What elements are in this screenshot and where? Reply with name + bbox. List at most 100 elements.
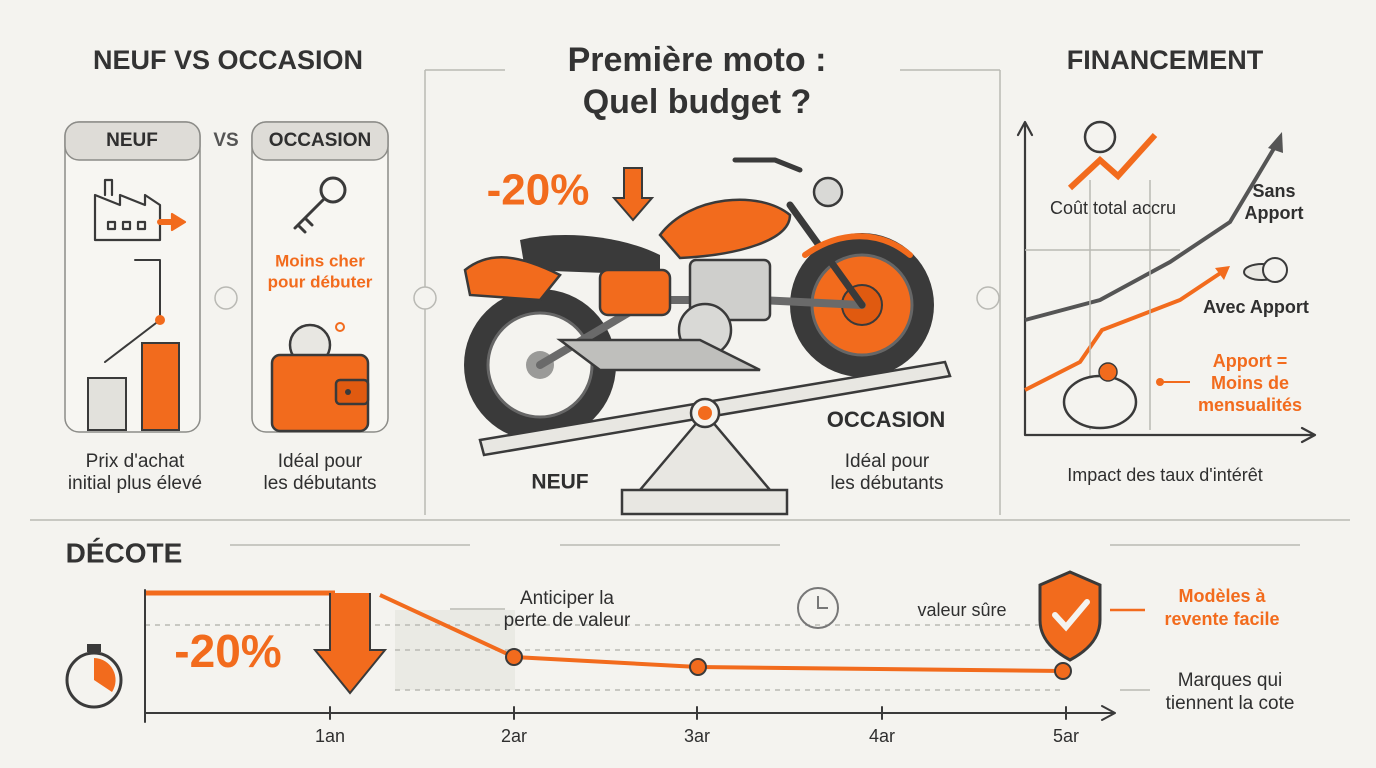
motorcycle-part bbox=[732, 157, 803, 173]
depreciation-curve-part bbox=[144, 589, 1116, 723]
financing-graph-part bbox=[1156, 378, 1164, 386]
annotation: revente facile bbox=[1164, 609, 1279, 629]
annotation: perte de valeur bbox=[504, 610, 631, 631]
depreciation-curve-part bbox=[450, 608, 1150, 691]
depreciation-curve-part bbox=[505, 648, 523, 666]
seesaw-label: OCCASION bbox=[827, 407, 946, 432]
caption: les débutants bbox=[830, 473, 943, 494]
box-header: OCCASION bbox=[269, 130, 371, 151]
caption: Idéal pour bbox=[845, 451, 930, 472]
motorcycle-part bbox=[556, 338, 761, 372]
vs-label: VS bbox=[213, 130, 238, 151]
stopwatch-icon-part bbox=[94, 658, 116, 692]
stopwatch-icon-part bbox=[87, 644, 101, 652]
discount-label: -20% bbox=[487, 166, 590, 215]
financing-graph bbox=[1016, 120, 1317, 444]
financing-graph-part bbox=[1062, 374, 1138, 430]
factory-icon-part bbox=[136, 220, 147, 231]
nav-chevrons-part bbox=[976, 286, 1000, 310]
discount-label: -20% bbox=[174, 625, 281, 677]
annotation: Modèles à bbox=[1178, 586, 1266, 606]
price-bars-part bbox=[155, 315, 165, 325]
nav-chevrons-part bbox=[214, 286, 238, 310]
annotation: Marques qui bbox=[1178, 670, 1283, 691]
key-icon-part bbox=[319, 176, 347, 204]
depreciation-curve bbox=[144, 589, 1150, 723]
clock-icon-part bbox=[797, 587, 839, 629]
motorcycle-part bbox=[658, 198, 792, 260]
motorcycle-part bbox=[786, 201, 866, 309]
price-bars-part bbox=[87, 377, 127, 431]
caption: Prix d'achat bbox=[86, 451, 185, 472]
seesaw bbox=[478, 360, 952, 516]
down-arrow bbox=[611, 167, 655, 222]
price-bars-part bbox=[104, 259, 161, 363]
stopwatch-icon bbox=[65, 644, 123, 709]
shield-icon-part bbox=[1052, 599, 1090, 632]
axis-label: 2ar bbox=[501, 726, 527, 746]
occasion-note: Moins cher bbox=[275, 251, 365, 270]
key-icon-part bbox=[293, 197, 326, 234]
main-title: Première moto : bbox=[568, 41, 827, 79]
financing-graph-part bbox=[1215, 266, 1230, 280]
seesaw-part bbox=[620, 488, 789, 516]
caption: Idéal pour bbox=[278, 451, 363, 472]
wallet-icon-part bbox=[335, 322, 345, 332]
factory-icon bbox=[93, 178, 187, 242]
financing-graph-part bbox=[1016, 120, 1317, 444]
factory-icon-part bbox=[121, 220, 132, 231]
wallet-icon bbox=[270, 322, 370, 433]
apport-note: Moins de bbox=[1211, 373, 1289, 393]
apport-note: mensualités bbox=[1198, 395, 1302, 415]
annotation: tiennent la cote bbox=[1166, 693, 1295, 714]
factory-icon-part bbox=[103, 178, 114, 197]
financing-graph-part bbox=[1024, 270, 1224, 392]
box-header: NEUF bbox=[106, 130, 158, 151]
financing-graph-part bbox=[1262, 257, 1288, 283]
factory-icon-part bbox=[106, 220, 117, 231]
depreciation-curve-part bbox=[379, 593, 1064, 673]
axis-label: 4ar bbox=[869, 726, 895, 746]
seesaw-part bbox=[698, 406, 712, 420]
main-title: Quel budget ? bbox=[583, 83, 812, 121]
series-label: Sans bbox=[1252, 181, 1295, 201]
wallet-icon-part bbox=[334, 378, 370, 406]
financing-graph-part bbox=[1083, 120, 1117, 154]
axis-label: 1an bbox=[315, 726, 345, 746]
factory-icon-part bbox=[93, 193, 162, 242]
motorcycle-part bbox=[598, 268, 672, 317]
caption: les débutants bbox=[263, 473, 376, 494]
caption: initial plus élevé bbox=[68, 473, 202, 494]
axis-label: 3ar bbox=[684, 726, 710, 746]
motorcycle-part bbox=[812, 176, 844, 208]
seesaw-label: NEUF bbox=[531, 471, 588, 494]
key-icon bbox=[293, 176, 347, 234]
financing-graph-part bbox=[1268, 132, 1283, 153]
wallet-icon-part bbox=[345, 389, 351, 395]
section-title: NEUF VS OCCASION bbox=[93, 45, 363, 75]
price-bars bbox=[87, 259, 180, 431]
financing-graph-part bbox=[1024, 143, 1278, 322]
depreciation-curve-part bbox=[329, 706, 1067, 720]
series-label: Avec Apport bbox=[1203, 297, 1309, 317]
motorcycle-part bbox=[463, 256, 562, 302]
motorcycle bbox=[463, 157, 934, 441]
clock-icon bbox=[797, 587, 839, 629]
clock-icon-part bbox=[817, 596, 828, 609]
price-bars-part bbox=[141, 342, 180, 431]
financing-graph-part bbox=[1067, 132, 1158, 191]
annotation: Anticiper la bbox=[520, 588, 614, 609]
financing-graph-part bbox=[1098, 362, 1118, 382]
motorcycle-part bbox=[802, 233, 913, 258]
factory-icon-part bbox=[170, 212, 187, 232]
occasion-box-part bbox=[251, 121, 389, 161]
annotation: valeur sûre bbox=[917, 600, 1006, 620]
occasion-note: pour débuter bbox=[268, 272, 373, 291]
motorcycle-part bbox=[520, 235, 660, 275]
depreciation-curve-part bbox=[1054, 662, 1072, 680]
nav-chevrons-part bbox=[413, 286, 437, 310]
series-label: Apport bbox=[1245, 203, 1304, 223]
